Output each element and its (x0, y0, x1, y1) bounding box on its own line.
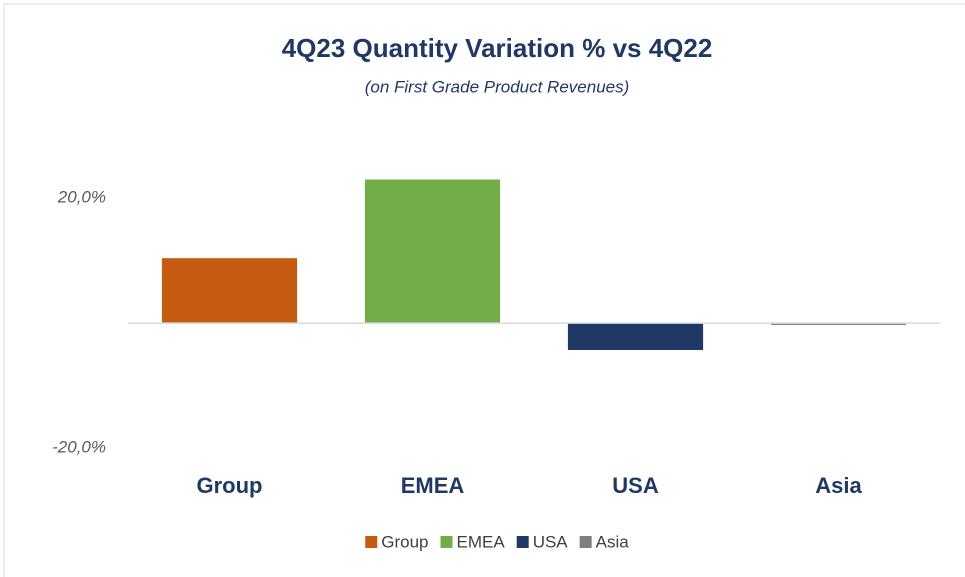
legend-label: Asia (596, 532, 630, 551)
bar (770, 323, 907, 325)
legend-swatch (579, 536, 592, 548)
x-tick-label: EMEA (401, 473, 465, 498)
x-tick-label: Group (197, 473, 263, 498)
y-tick-label: 20,0% (57, 188, 106, 207)
legend-swatch (516, 536, 529, 548)
legend-label: USA (533, 532, 569, 551)
bar (161, 258, 298, 324)
bar (567, 323, 704, 350)
bar (364, 179, 501, 324)
legend-label: Group (381, 532, 428, 551)
legend-label: EMEA (457, 532, 506, 551)
chart-subtitle: (on First Grade Product Revenues) (365, 77, 630, 96)
y-tick-label: -20,0% (52, 437, 106, 456)
legend-swatch (365, 536, 378, 548)
legend-swatch (440, 536, 453, 548)
x-tick-label: Asia (815, 473, 862, 498)
chart-title: 4Q23 Quantity Variation % vs 4Q22 (282, 33, 713, 63)
x-tick-label: USA (612, 473, 659, 498)
